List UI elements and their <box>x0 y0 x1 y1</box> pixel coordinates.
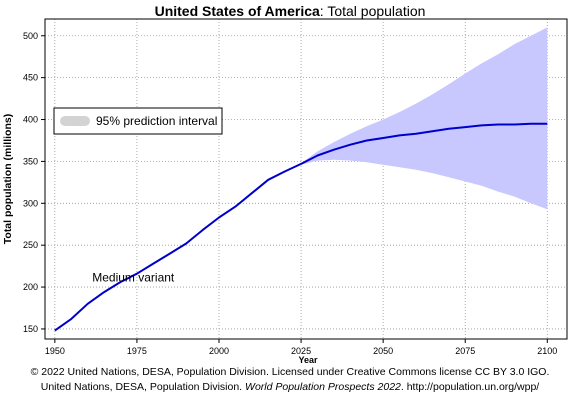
chart-title-country: United States of America <box>154 3 320 19</box>
x-axis-ticks: 1950 1975 2000 2025 2050 2075 2100 <box>45 339 557 356</box>
y-tick-label-400: 400 <box>23 115 38 125</box>
y-tick-label-350: 350 <box>23 156 38 166</box>
x-tick-label-2100: 2100 <box>537 346 557 356</box>
x-tick-label-2025: 2025 <box>291 346 311 356</box>
legend-swatch <box>60 116 90 126</box>
x-axis-label: Year <box>298 355 318 365</box>
footer-citation-italic: World Population Prospects 2022 <box>245 381 401 393</box>
chart: 1950 1975 2000 2025 2050 2075 2100 150 200 250 30… <box>2 18 568 365</box>
medium-variant-annotation: Medium variant <box>92 271 175 285</box>
plot-frame <box>44 18 568 340</box>
x-tick-label-1975: 1975 <box>127 346 147 356</box>
x-tick-label-2050: 2050 <box>373 346 393 356</box>
y-tick-label-300: 300 <box>23 198 38 208</box>
y-tick-label-200: 200 <box>23 282 38 292</box>
chart-title-suffix: : Total population <box>319 3 426 19</box>
footer-citation-b: . http://population.un.org/wpp/ <box>400 381 540 393</box>
y-tick-label-250: 250 <box>23 240 38 250</box>
x-tick-label-2075: 2075 <box>455 346 475 356</box>
chart-title: United States of America: Total populati… <box>0 3 580 19</box>
medium-variant-line <box>54 122 548 332</box>
footer-citation-a: United Nations, DESA, Population Divisio… <box>40 381 246 393</box>
prediction-interval-band <box>301 27 548 210</box>
y-tick-label-500: 500 <box>23 31 38 41</box>
footer-copyright: © 2022 United Nations, DESA, Population … <box>30 366 550 378</box>
legend-label: 95% prediction interval <box>96 114 217 128</box>
x-tick-label-1950: 1950 <box>45 346 65 356</box>
y-tick-label-450: 450 <box>23 73 38 83</box>
legend: 95% prediction interval <box>53 107 223 135</box>
footer-citation: United Nations, DESA, Population Divisio… <box>0 381 580 393</box>
y-axis-ticks: 150 200 250 300 350 400 450 500 <box>23 31 45 334</box>
x-tick-label-2000: 2000 <box>209 346 229 356</box>
y-tick-label-150: 150 <box>23 324 38 334</box>
y-axis-label: Total population (millions) <box>2 114 14 244</box>
